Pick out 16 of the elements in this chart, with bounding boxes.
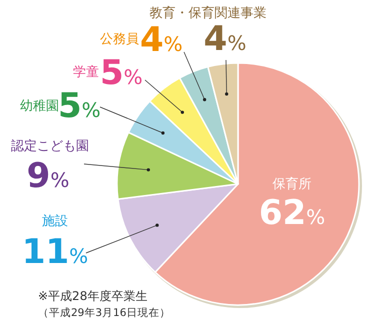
data-label: 9% (26, 156, 70, 196)
slice-label: 認定こども園 (11, 139, 89, 154)
slice-label: 学童 (73, 64, 99, 80)
slice-label: 保育所 (272, 176, 312, 192)
text: ※平成28年度卒業生 (38, 289, 148, 303)
data-label: 4% (204, 19, 246, 59)
text: （平成29年3月16日現在） (38, 306, 170, 319)
data-label: 5% (58, 86, 101, 126)
data-label: 4% (140, 20, 183, 60)
slice-label: 公務員 (100, 32, 139, 47)
data-label: 62% (258, 193, 326, 233)
slice-label: 幼稚園 (20, 99, 59, 114)
slice-label: 教育・保育関連事業 (150, 5, 266, 21)
data-label: 11% (22, 232, 88, 272)
data-label: 5% (100, 53, 143, 93)
slice-label: 施設 (42, 214, 68, 229)
